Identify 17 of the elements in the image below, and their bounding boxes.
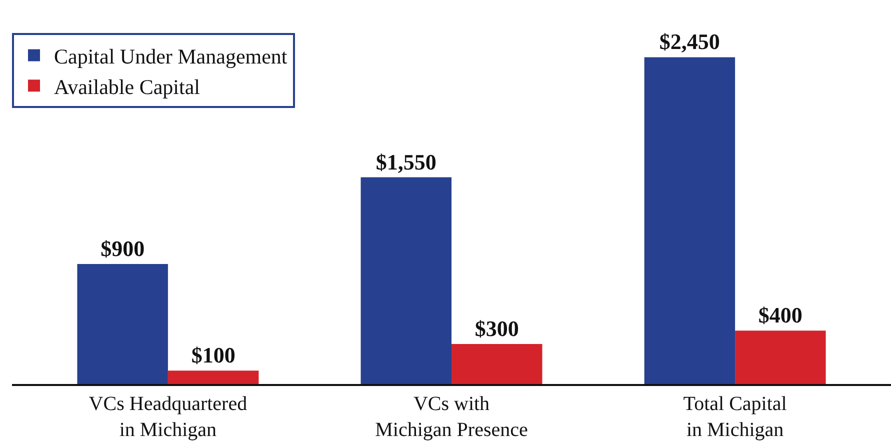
legend-label: Capital Under Management	[54, 44, 288, 68]
bar	[644, 57, 736, 384]
x-tick-label: Total Capital in Michigan	[683, 393, 788, 441]
data-label: $300	[474, 316, 519, 341]
data-label: $900	[100, 236, 145, 261]
data-label: $1,550	[376, 149, 436, 174]
bar	[168, 370, 259, 384]
x-tick-label: VCs Headquartered in Michigan	[88, 393, 248, 441]
x-tick-label: VCs with Michigan Presence	[375, 393, 528, 441]
data-label: $100	[191, 342, 236, 368]
data-label: $400	[758, 302, 802, 328]
bar	[452, 344, 542, 384]
legend-label: Available Capital	[54, 74, 200, 99]
bar	[77, 264, 168, 384]
bar	[360, 177, 452, 384]
data-label: $2,450	[659, 29, 720, 54]
bar	[735, 330, 826, 384]
